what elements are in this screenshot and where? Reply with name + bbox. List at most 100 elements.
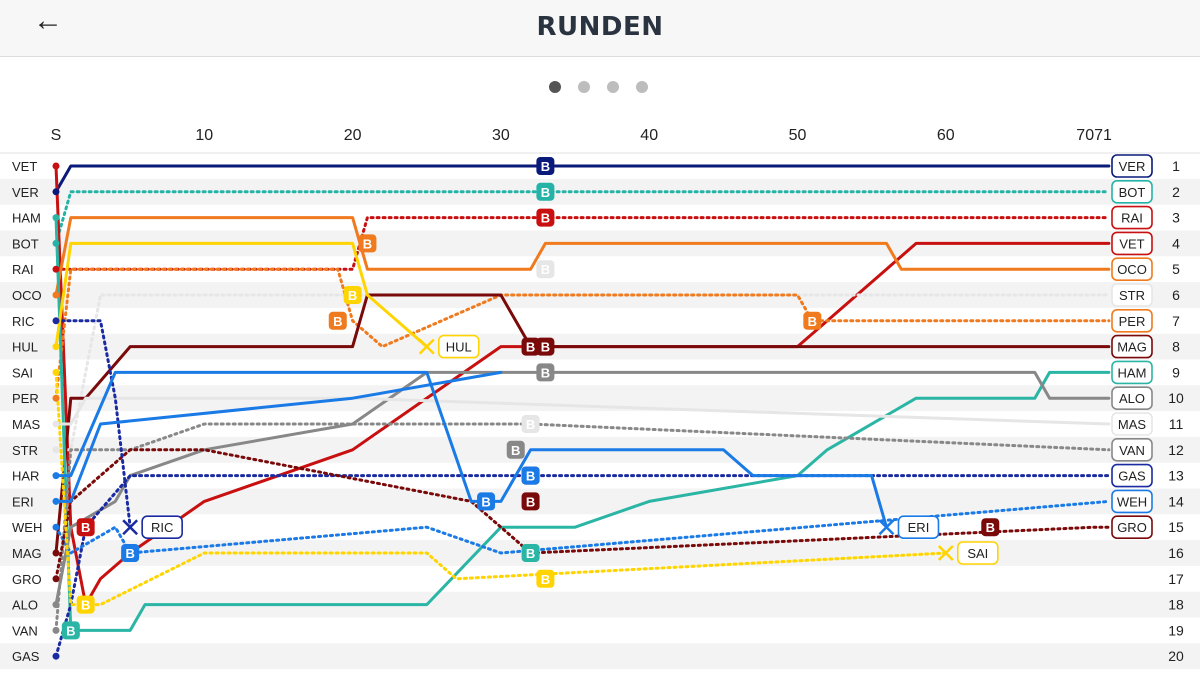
pit-stop-marker: B [536,157,555,175]
row-stripe [0,643,1200,670]
position-number: 10 [1168,390,1184,406]
svg-text:B: B [526,417,535,432]
svg-text:B: B [526,469,535,484]
start-dot [52,343,60,351]
svg-text:ERI: ERI [908,520,930,535]
start-driver-label: GAS [12,649,40,664]
pit-stop-marker: B [536,569,555,588]
page-dot-3[interactable] [607,81,619,93]
page-title: RUNDEN [536,12,664,42]
position-number: 7 [1172,313,1180,329]
finish-driver-label: VET [1111,231,1153,256]
position-number: 20 [1168,648,1184,664]
retired-label: RIC [141,515,183,540]
pit-stop-marker: B [477,492,496,511]
x-tick-label: 71 [1094,127,1112,144]
x-tick-label: 40 [640,127,658,144]
series-line-ric [54,319,132,529]
x-tick-label: 10 [195,127,213,144]
retired-cross [122,519,139,536]
start-driver-label: RIC [12,314,34,329]
position-number: 16 [1168,545,1184,561]
svg-text:PER: PER [1119,314,1146,329]
finish-driver-label: VAN [1111,437,1153,462]
start-driver-label: GRO [12,572,42,587]
finish-driver-label: VER [1111,154,1153,178]
svg-text:B: B [808,314,817,329]
pit-stop-marker: B [536,363,555,382]
svg-text:B: B [541,365,550,380]
start-driver-label: VET [12,159,37,174]
series-line-sai [54,370,948,607]
svg-text:B: B [81,598,90,613]
finish-driver-label: HAM [1111,360,1153,385]
position-number: 14 [1168,493,1184,509]
finish-driver-label: ALO [1111,386,1153,411]
pit-stop-marker: B [328,311,347,330]
start-dot [52,368,60,376]
series-line-rai [54,216,1111,271]
start-dot [52,317,60,325]
series-line-har [54,370,888,529]
start-dot [52,523,60,531]
position-number: 13 [1168,468,1184,484]
position-number: 9 [1172,364,1180,380]
page-dot-1[interactable] [549,81,561,93]
start-dot [52,214,60,222]
svg-text:B: B [66,623,75,638]
series-line-ham [54,216,1111,632]
pit-stop-marker: B [521,337,540,356]
start-driver-label: HAR [12,469,39,484]
series-lines [54,164,1111,658]
svg-text:B: B [333,314,342,329]
series-line-hul [54,241,429,349]
position-number: 5 [1172,261,1180,277]
position-number: 6 [1172,287,1180,303]
pit-stop-marker: B [536,337,555,356]
pit-stop-marker: B [358,234,377,253]
svg-text:B: B [541,262,550,277]
start-dot [52,497,60,505]
position-number: 1 [1172,158,1180,174]
pit-stop-marker: B [536,260,555,279]
start-driver-label: MAG [12,546,42,561]
pit-stop-marker: B [76,518,95,537]
pit-stop-marker: B [521,544,540,562]
back-arrow-icon[interactable]: ← [33,4,63,37]
start-driver-label: ERI [12,494,34,509]
svg-text:B: B [363,236,372,251]
lap-chart: S 10 20 30 40 50 60 70 71VETVERHAMBOTRAIOCORICHU… [0,127,1200,670]
start-dot [52,575,60,583]
retired-label: HUL [437,334,480,359]
svg-text:MAG: MAG [1117,340,1147,355]
retired-cross [878,519,895,536]
position-number: 4 [1172,235,1180,251]
row-stripe [0,488,1200,515]
position-number: 2 [1172,184,1180,200]
finish-driver-label: BOT [1111,179,1153,204]
pit-stop-marker: B [506,440,525,459]
finish-driver-label: MAS [1111,412,1153,436]
svg-text:ALO: ALO [1119,391,1145,406]
x-tick-label: 60 [937,127,955,144]
finish-driver-label: OCO [1111,257,1153,281]
svg-text:B: B [526,340,535,355]
pit-stop-marker: B [521,492,540,511]
finish-driver-label: PER [1111,309,1153,333]
svg-text:B: B [125,546,134,561]
start-dot [52,652,60,660]
x-tick-label: 20 [344,127,362,144]
finish-driver-label: RAI [1111,205,1153,230]
svg-text:HAM: HAM [1118,365,1147,380]
series-line-eri [54,370,503,503]
page-dot-2[interactable] [578,81,590,93]
position-number: 19 [1168,622,1184,638]
position-number: 18 [1168,597,1184,613]
page-dot-4[interactable] [636,81,648,93]
series-line-bot [54,190,1111,245]
start-driver-label: STR [12,443,38,458]
series-line-mag [54,293,1111,555]
svg-text:B: B [348,288,357,303]
series-line-gro [54,448,1111,581]
svg-text:B: B [481,494,490,509]
